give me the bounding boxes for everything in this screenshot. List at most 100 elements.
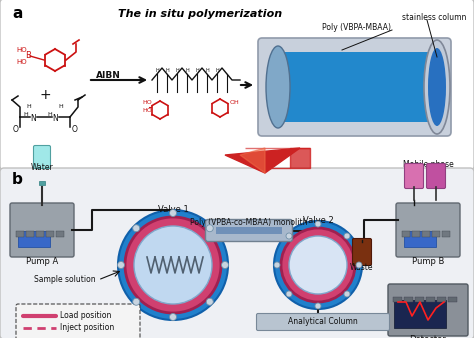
- Bar: [393, 297, 402, 302]
- Bar: [448, 297, 457, 302]
- Bar: [36, 231, 44, 237]
- Text: OH: OH: [230, 99, 240, 104]
- Text: The in situ polymerization: The in situ polymerization: [118, 9, 282, 19]
- Text: H: H: [155, 68, 159, 73]
- Ellipse shape: [266, 46, 290, 128]
- Text: Pump A: Pump A: [26, 257, 58, 266]
- Text: N: N: [30, 114, 36, 123]
- Polygon shape: [290, 148, 310, 168]
- Bar: [422, 231, 430, 237]
- Circle shape: [170, 210, 176, 217]
- Bar: [26, 231, 34, 237]
- Text: HO: HO: [16, 59, 27, 65]
- Circle shape: [133, 298, 140, 305]
- FancyBboxPatch shape: [16, 304, 140, 338]
- Text: N: N: [52, 114, 58, 123]
- Bar: [412, 231, 420, 237]
- Text: O: O: [72, 125, 78, 135]
- Text: H: H: [47, 112, 52, 117]
- Circle shape: [281, 228, 355, 302]
- Text: a: a: [12, 6, 22, 22]
- Text: HO: HO: [16, 47, 27, 53]
- Bar: [404, 231, 436, 247]
- Circle shape: [344, 291, 350, 297]
- Bar: [394, 300, 446, 328]
- Circle shape: [206, 225, 213, 232]
- Text: Poly (VBPA-MBAA): Poly (VBPA-MBAA): [322, 24, 391, 32]
- Text: Waste: Waste: [350, 264, 374, 272]
- Text: stainless column: stainless column: [402, 14, 466, 23]
- FancyBboxPatch shape: [256, 314, 390, 331]
- Text: H: H: [27, 104, 31, 110]
- Circle shape: [315, 221, 321, 227]
- Bar: [426, 297, 435, 302]
- Text: H: H: [215, 68, 219, 73]
- Bar: [437, 297, 446, 302]
- Polygon shape: [240, 148, 265, 173]
- Text: Water: Water: [31, 163, 54, 172]
- Text: b: b: [12, 172, 23, 188]
- Circle shape: [221, 262, 228, 268]
- Text: AIBN: AIBN: [96, 71, 120, 79]
- Circle shape: [289, 236, 347, 294]
- Text: Sample solution: Sample solution: [35, 275, 96, 285]
- Circle shape: [118, 262, 125, 268]
- Circle shape: [206, 298, 213, 305]
- Circle shape: [274, 221, 362, 309]
- FancyBboxPatch shape: [427, 164, 446, 189]
- Circle shape: [356, 262, 362, 268]
- FancyBboxPatch shape: [258, 38, 451, 136]
- Text: Load position: Load position: [60, 312, 111, 320]
- Text: HO: HO: [142, 99, 152, 104]
- Circle shape: [344, 233, 350, 239]
- Ellipse shape: [428, 48, 446, 126]
- Circle shape: [286, 291, 292, 297]
- FancyBboxPatch shape: [0, 0, 474, 170]
- FancyBboxPatch shape: [0, 168, 474, 338]
- FancyBboxPatch shape: [10, 203, 74, 257]
- Text: HO: HO: [142, 107, 152, 113]
- Bar: [46, 231, 54, 237]
- Text: Valve 2: Valve 2: [302, 216, 333, 225]
- Circle shape: [274, 262, 280, 268]
- Text: O: O: [13, 125, 19, 135]
- Text: +: +: [39, 88, 51, 102]
- Bar: [56, 231, 64, 237]
- FancyBboxPatch shape: [396, 203, 460, 257]
- FancyBboxPatch shape: [206, 219, 292, 241]
- Bar: [442, 231, 450, 237]
- Bar: [278, 52, 431, 122]
- Text: H: H: [205, 68, 209, 73]
- Text: Detector: Detector: [410, 335, 447, 338]
- Text: H: H: [23, 112, 28, 117]
- Ellipse shape: [424, 40, 450, 134]
- Bar: [404, 297, 413, 302]
- FancyBboxPatch shape: [404, 164, 423, 189]
- Bar: [16, 231, 24, 237]
- Text: Inject position: Inject position: [60, 323, 114, 333]
- Circle shape: [286, 233, 292, 239]
- Circle shape: [118, 210, 228, 320]
- Circle shape: [315, 303, 321, 309]
- Text: Pump B: Pump B: [412, 257, 444, 266]
- Bar: [415, 297, 424, 302]
- Circle shape: [133, 225, 140, 232]
- Text: B: B: [25, 51, 31, 61]
- Text: Mobile phase: Mobile phase: [402, 160, 453, 169]
- Text: H: H: [175, 68, 179, 73]
- Circle shape: [125, 217, 221, 313]
- Bar: [216, 227, 282, 234]
- Text: H: H: [195, 68, 199, 73]
- Circle shape: [134, 226, 212, 304]
- Bar: [432, 231, 440, 237]
- FancyBboxPatch shape: [34, 145, 51, 169]
- Text: Analytical Column: Analytical Column: [288, 317, 358, 327]
- Bar: [402, 231, 410, 237]
- Text: H: H: [59, 104, 64, 110]
- FancyBboxPatch shape: [353, 239, 372, 266]
- Text: Valve 1: Valve 1: [158, 205, 188, 214]
- FancyBboxPatch shape: [388, 284, 468, 336]
- Text: Poly (VPBA-co-MBAA) monolith: Poly (VPBA-co-MBAA) monolith: [190, 218, 308, 227]
- Text: H: H: [185, 68, 189, 73]
- Bar: [39, 181, 45, 185]
